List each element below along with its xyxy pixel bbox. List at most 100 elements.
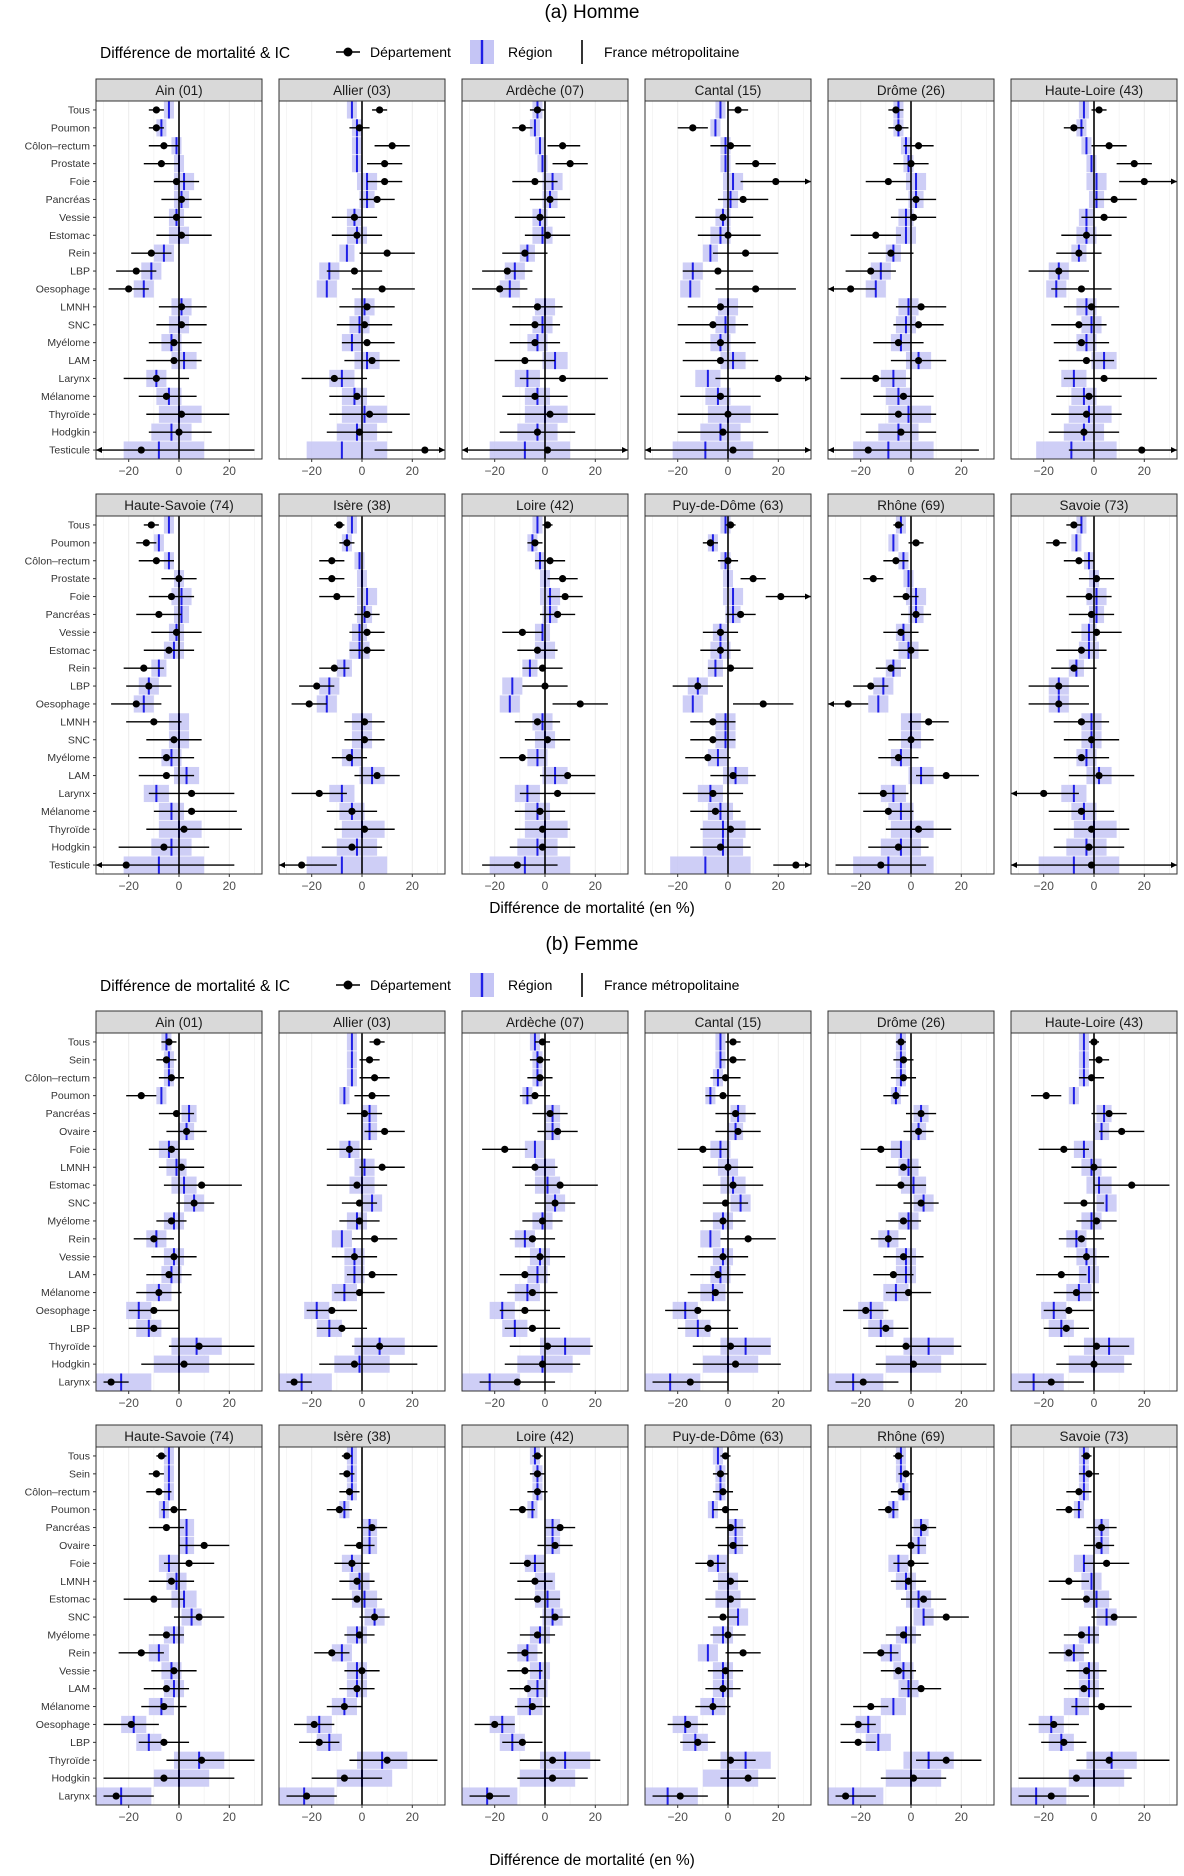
y-tick-label: Pancréas bbox=[46, 1522, 90, 1534]
department-point bbox=[543, 1342, 552, 1350]
ci-arrow-left bbox=[1011, 790, 1017, 797]
panel-title: Ardèche (07) bbox=[506, 1015, 584, 1030]
x-tick-label: 20 bbox=[406, 879, 420, 893]
department-point bbox=[719, 1092, 727, 1100]
department-point bbox=[897, 428, 905, 436]
department-point bbox=[716, 646, 725, 654]
department-point bbox=[726, 521, 735, 529]
legend-dep-label: Département bbox=[370, 977, 451, 993]
department-point bbox=[882, 1324, 890, 1332]
department-point bbox=[1092, 1342, 1101, 1350]
department-point bbox=[917, 1109, 925, 1118]
panel-title: Cantal (15) bbox=[695, 1015, 762, 1030]
department-point bbox=[561, 592, 569, 601]
panel-title: Savoie (73) bbox=[1059, 498, 1128, 513]
department-point bbox=[523, 1559, 531, 1567]
y-tick-label: Mélanome bbox=[41, 806, 90, 818]
x-tick-label: 20 bbox=[589, 464, 603, 478]
department-point bbox=[1128, 1181, 1136, 1189]
department-point bbox=[155, 610, 163, 619]
department-point bbox=[904, 1288, 913, 1297]
panel: Cantal (15) −20 0 20 bbox=[644, 78, 812, 478]
x-tick-label: −20 bbox=[1034, 879, 1055, 893]
y-tick-label: SNC bbox=[68, 1198, 91, 1210]
department-point bbox=[907, 1559, 915, 1567]
department-point bbox=[842, 1792, 850, 1800]
department-point bbox=[719, 1685, 727, 1693]
panel-title: Drôme (26) bbox=[877, 83, 945, 98]
panel-title: Allier (03) bbox=[333, 83, 391, 98]
department-point bbox=[538, 843, 547, 851]
department-point bbox=[734, 106, 742, 114]
department-point bbox=[719, 428, 727, 436]
department-point bbox=[503, 267, 511, 275]
y-tick-label: Rein bbox=[68, 1647, 90, 1659]
department-point bbox=[360, 1109, 369, 1118]
department-point bbox=[566, 160, 574, 168]
department-point bbox=[546, 557, 554, 565]
y-tick-label: Sein bbox=[69, 1468, 90, 1480]
department-point bbox=[348, 1559, 356, 1567]
department-point bbox=[177, 1163, 186, 1171]
department-point bbox=[180, 1360, 188, 1368]
department-point bbox=[355, 124, 364, 132]
panel-title: Ain (01) bbox=[155, 83, 202, 98]
department-point bbox=[137, 1092, 145, 1100]
y-tick-label: Côlon–rectum bbox=[25, 140, 91, 152]
department-point bbox=[559, 374, 567, 383]
department-point bbox=[884, 1235, 892, 1243]
department-point bbox=[709, 321, 717, 329]
department-point bbox=[365, 1056, 374, 1064]
y-tick-label: Pancréas bbox=[46, 194, 90, 206]
x-tick-label: 0 bbox=[176, 1396, 183, 1410]
department-point bbox=[1065, 1649, 1073, 1657]
panel: Rhône (69) −20 0 20 bbox=[827, 493, 995, 893]
x-tick-label: −20 bbox=[851, 1810, 872, 1824]
y-tick-label: Myélome bbox=[47, 1629, 90, 1641]
y-tick-label: Rein bbox=[68, 663, 90, 675]
department-point bbox=[1087, 303, 1096, 311]
y-tick-label: Vessie bbox=[59, 212, 90, 224]
department-point bbox=[536, 807, 544, 815]
department-point bbox=[909, 1360, 918, 1368]
department-point bbox=[531, 1163, 539, 1171]
department-point bbox=[1110, 1613, 1118, 1621]
panel: Haute-Savoie (74) Tous Sein Côlon–rectum Pou… bbox=[25, 1424, 263, 1824]
department-point bbox=[1095, 771, 1103, 780]
department-point bbox=[744, 1235, 752, 1243]
department-point bbox=[1082, 410, 1091, 418]
y-tick-label: Oesophage bbox=[36, 1719, 90, 1731]
panel: Ain (01) Tous Poumon Côlon–rectum Prostate Fo… bbox=[25, 78, 263, 478]
department-point bbox=[729, 1541, 737, 1550]
department-point bbox=[363, 339, 371, 347]
department-point bbox=[112, 1792, 120, 1800]
x-tick-label: −20 bbox=[668, 1810, 689, 1824]
department-point bbox=[363, 646, 371, 654]
department-point bbox=[899, 1163, 908, 1171]
department-point bbox=[1065, 1577, 1073, 1585]
department-point bbox=[533, 1595, 542, 1603]
department-point bbox=[704, 754, 712, 762]
department-point bbox=[198, 1181, 206, 1189]
department-point bbox=[1092, 628, 1101, 636]
y-tick-label: LAM bbox=[68, 355, 90, 367]
x-tick-label: −20 bbox=[668, 1396, 689, 1410]
panel-title: Rhône (69) bbox=[877, 498, 945, 513]
ci-arrow-right bbox=[622, 447, 628, 454]
y-tick-label: Testicule bbox=[49, 445, 90, 457]
department-point bbox=[521, 1667, 529, 1675]
department-point bbox=[854, 1720, 862, 1729]
department-point bbox=[365, 410, 374, 418]
department-point bbox=[1047, 1378, 1055, 1386]
department-point bbox=[546, 410, 554, 418]
department-point bbox=[887, 249, 895, 257]
department-point bbox=[1077, 1235, 1086, 1243]
department-point bbox=[731, 1109, 740, 1118]
panel-title: Isère (38) bbox=[333, 498, 391, 513]
department-point bbox=[739, 195, 747, 204]
department-point bbox=[345, 1145, 354, 1153]
department-point bbox=[531, 321, 539, 329]
department-point bbox=[719, 1488, 727, 1496]
department-point bbox=[177, 231, 186, 239]
x-tick-label: 0 bbox=[1091, 1396, 1098, 1410]
